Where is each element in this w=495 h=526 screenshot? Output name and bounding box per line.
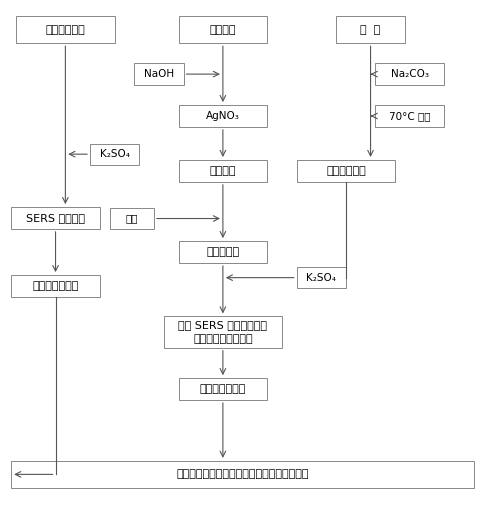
FancyBboxPatch shape [376,105,445,127]
FancyBboxPatch shape [297,160,395,182]
Text: K₂SO₄: K₂SO₄ [99,149,130,159]
FancyBboxPatch shape [179,160,267,182]
FancyBboxPatch shape [297,267,346,288]
Text: Na₂CO₃: Na₂CO₃ [391,69,429,79]
Text: AgNO₃: AgNO₃ [206,111,240,121]
Text: NaOH: NaOH [144,69,174,79]
Text: 盐酸羟胺: 盐酸羟胺 [210,25,236,35]
Text: 尿  酸: 尿 酸 [360,25,381,35]
FancyBboxPatch shape [110,208,154,229]
Text: 强度归一化处理: 强度归一化处理 [32,281,79,291]
Text: SERS 光谱测试: SERS 光谱测试 [26,213,85,223]
Text: 离心: 离心 [126,214,138,224]
Text: 70°C 水浴: 70°C 水浴 [389,111,431,121]
FancyBboxPatch shape [134,63,184,85]
FancyBboxPatch shape [164,316,282,348]
Text: 与标准工作曲线进行对照，推断出尿酸的浓度: 与标准工作曲线进行对照，推断出尿酸的浓度 [176,469,309,479]
FancyBboxPatch shape [179,241,267,263]
FancyBboxPatch shape [179,378,267,400]
Text: 尿酸 SERS 光谱检测，并
进行强度归一化处理: 尿酸 SERS 光谱检测，并 进行强度归一化处理 [178,320,267,343]
Text: K₂SO₄: K₂SO₄ [306,272,336,282]
Text: 高浓度銀胶: 高浓度銀胶 [206,247,240,257]
Text: 未知浓度尿酸: 未知浓度尿酸 [46,25,85,35]
FancyBboxPatch shape [90,144,139,165]
FancyBboxPatch shape [16,16,115,43]
FancyBboxPatch shape [376,63,445,85]
Text: 标准工作曲线图: 标准工作曲线图 [199,384,246,394]
FancyBboxPatch shape [11,207,100,229]
FancyBboxPatch shape [179,105,267,127]
Text: 銀胶溶液: 銀胶溶液 [210,166,236,176]
FancyBboxPatch shape [179,16,267,43]
FancyBboxPatch shape [11,275,100,297]
FancyBboxPatch shape [336,16,405,43]
Text: 尿酸标准溶液: 尿酸标准溶液 [326,166,366,176]
FancyBboxPatch shape [11,461,474,488]
